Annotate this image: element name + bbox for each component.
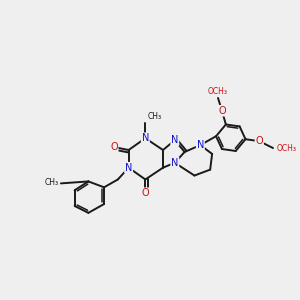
Text: OCH₃: OCH₃ <box>277 143 297 152</box>
Text: N: N <box>171 158 178 168</box>
Text: N: N <box>171 135 178 145</box>
Text: O: O <box>255 136 263 146</box>
Text: N: N <box>196 140 204 150</box>
Text: O: O <box>142 188 149 198</box>
Text: OCH₃: OCH₃ <box>208 87 228 96</box>
Text: N: N <box>142 133 149 143</box>
Text: CH₃: CH₃ <box>147 112 161 121</box>
Text: N: N <box>125 163 132 173</box>
Text: O: O <box>110 142 118 152</box>
Text: CH₃: CH₃ <box>45 178 59 187</box>
Text: O: O <box>218 106 226 116</box>
